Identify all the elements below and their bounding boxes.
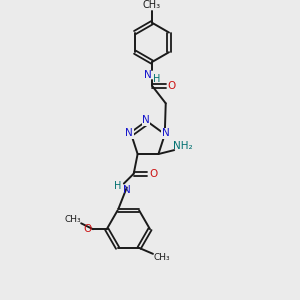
Text: O: O (149, 169, 158, 179)
Text: H: H (153, 74, 161, 84)
Text: O: O (83, 224, 91, 234)
Text: O: O (167, 81, 176, 91)
Text: N: N (125, 128, 133, 138)
Text: CH₃: CH₃ (154, 253, 170, 262)
Text: CH₃: CH₃ (64, 215, 81, 224)
Text: H: H (114, 181, 122, 190)
Text: NH₂: NH₂ (173, 141, 193, 151)
Text: N: N (142, 115, 150, 125)
Text: N: N (162, 128, 170, 138)
Text: N: N (144, 70, 152, 80)
Text: N: N (123, 185, 131, 195)
Text: CH₃: CH₃ (143, 0, 161, 10)
